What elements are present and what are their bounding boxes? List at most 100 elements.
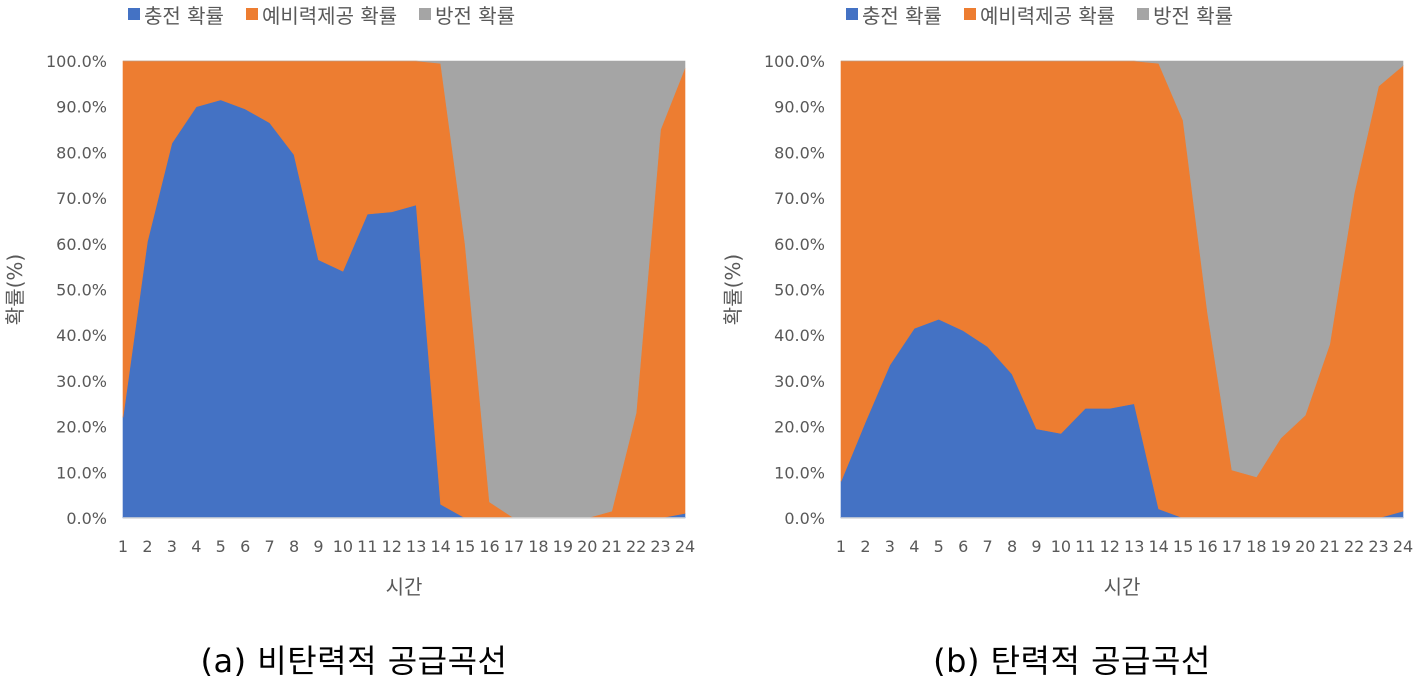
y-tick-label: 80.0% bbox=[774, 143, 825, 162]
caption-a: (a) 비탄력적 공급곡선 bbox=[200, 642, 508, 680]
y-tick-label: 40.0% bbox=[774, 326, 825, 345]
x-tick-label: 18 bbox=[1246, 537, 1266, 556]
y-tick-label: 60.0% bbox=[56, 235, 107, 254]
legend-swatch-charge bbox=[846, 8, 858, 20]
x-tick-label: 17 bbox=[1222, 537, 1242, 556]
legend-swatch-charge bbox=[128, 8, 140, 20]
chart-svg: 0.0% 10.0% 20.0% 30.0% 40.0% 50.0% 60.0% 70.0% 8… bbox=[3, 52, 695, 599]
x-tick-label: 12 bbox=[1100, 537, 1120, 556]
chart-panel-b: 충전 확률 예비력제공 확률 방전 확률 0.0% 10.0% 20.0% 30.0%… bbox=[718, 0, 1417, 674]
x-tick-label: 21 bbox=[1320, 537, 1340, 556]
x-tick-label: 12 bbox=[382, 537, 402, 556]
x-tick-label: 15 bbox=[455, 537, 475, 556]
x-axis-title: 시간 bbox=[1104, 575, 1141, 599]
x-tick-label: 13 bbox=[1124, 537, 1144, 556]
y-tick-label: 10.0% bbox=[56, 463, 107, 482]
y-tick-label: 70.0% bbox=[774, 189, 825, 208]
legend-item-discharge: 방전 확률 bbox=[419, 0, 515, 29]
x-tick-label: 4 bbox=[909, 537, 919, 556]
x-tick-label: 22 bbox=[1344, 537, 1364, 556]
x-tick-label: 4 bbox=[191, 537, 201, 556]
x-tick-label: 3 bbox=[885, 537, 895, 556]
legend-swatch-discharge bbox=[419, 8, 432, 20]
area-discharge bbox=[841, 60, 1404, 478]
y-tick-label: 0.0% bbox=[66, 509, 107, 528]
x-tick-label: 9 bbox=[313, 537, 323, 556]
legend-label-charge: 충전 확률 bbox=[862, 3, 942, 28]
legend-item-charge: 충전 확률 bbox=[128, 0, 224, 29]
legend-label-discharge: 방전 확률 bbox=[435, 3, 516, 28]
x-tick-label: 2 bbox=[860, 537, 870, 556]
x-tick-label: 8 bbox=[289, 537, 299, 556]
y-tick-label: 100.0% bbox=[764, 52, 825, 71]
chart-panel-a: 충전 확률 예비력제공 확률 방전 확률 0.0% 10.0% 20.0% 30.0%… bbox=[0, 0, 708, 674]
x-tick-label: 20 bbox=[577, 537, 597, 556]
x-tick-label: 6 bbox=[958, 537, 968, 556]
y-tick-label: 50.0% bbox=[56, 281, 107, 300]
x-tick-label: 18 bbox=[528, 537, 548, 556]
y-tick-label: 30.0% bbox=[56, 372, 107, 391]
x-tick-label: 24 bbox=[1393, 537, 1413, 556]
legend-label-reserve: 예비력제공 확률 bbox=[261, 3, 398, 28]
x-tick-label: 2 bbox=[142, 537, 152, 556]
legend-label-reserve: 예비력제공 확률 bbox=[979, 3, 1116, 28]
x-tick-label: 20 bbox=[1295, 537, 1315, 556]
chart-svg: 0.0% 10.0% 20.0% 30.0% 40.0% 50.0% 60.0% 70.0% 8… bbox=[721, 52, 1413, 599]
y-tick-label: 60.0% bbox=[774, 235, 825, 254]
x-tick-label: 8 bbox=[1007, 537, 1017, 556]
x-tick-label: 16 bbox=[479, 537, 499, 556]
legend-item-charge: 충전 확률 bbox=[846, 0, 942, 29]
x-tick-label: 16 bbox=[1197, 537, 1217, 556]
legend-item-reserve: 예비력제공 확률 bbox=[963, 0, 1116, 29]
x-tick-label: 14 bbox=[430, 537, 450, 556]
x-tick-label: 10 bbox=[333, 537, 353, 556]
x-tick-label: 10 bbox=[1051, 537, 1071, 556]
legend: 충전 확률 예비력제공 확률 방전 확률 bbox=[846, 0, 1255, 28]
y-tick-label: 50.0% bbox=[774, 281, 825, 300]
y-tick-label: 20.0% bbox=[56, 418, 107, 437]
x-tick-label: 7 bbox=[983, 537, 993, 556]
x-axis-title: 시간 bbox=[386, 575, 423, 599]
x-tick-label: 3 bbox=[167, 537, 177, 556]
x-tick-label: 9 bbox=[1031, 537, 1041, 556]
x-tick-label: 21 bbox=[602, 537, 622, 556]
x-tick-label: 6 bbox=[240, 537, 250, 556]
area-discharge bbox=[123, 60, 686, 519]
x-tick-label: 5 bbox=[934, 537, 944, 556]
x-tick-label: 15 bbox=[1173, 537, 1193, 556]
x-tick-label: 1 bbox=[118, 537, 128, 556]
y-axis-title: 확률(%) bbox=[721, 254, 745, 325]
x-tick-label: 24 bbox=[675, 537, 695, 556]
caption-b: (b) 탄력적 공급곡선 bbox=[933, 642, 1211, 680]
y-tick-label: 80.0% bbox=[56, 143, 107, 162]
y-tick-label: 100.0% bbox=[46, 52, 107, 71]
x-tick-label: 19 bbox=[553, 537, 573, 556]
legend-item-discharge: 방전 확률 bbox=[1137, 0, 1233, 29]
x-tick-label: 7 bbox=[265, 537, 275, 556]
legend-label-charge: 충전 확률 bbox=[144, 3, 224, 28]
legend-item-reserve: 예비력제공 확률 bbox=[245, 0, 398, 29]
x-tick-label: 11 bbox=[357, 537, 377, 556]
x-tick-label: 17 bbox=[504, 537, 524, 556]
y-tick-label: 10.0% bbox=[774, 463, 825, 482]
x-tick-label: 23 bbox=[650, 537, 670, 556]
y-tick-label: 90.0% bbox=[56, 98, 107, 117]
y-tick-label: 20.0% bbox=[774, 418, 825, 437]
y-tick-label: 70.0% bbox=[56, 189, 107, 208]
legend-swatch-reserve bbox=[963, 8, 976, 20]
legend: 충전 확률 예비력제공 확률 방전 확률 bbox=[128, 0, 537, 28]
y-axis-title: 확률(%) bbox=[3, 254, 27, 325]
y-tick-label: 90.0% bbox=[774, 98, 825, 117]
x-tick-label: 22 bbox=[626, 537, 646, 556]
y-tick-label: 0.0% bbox=[784, 509, 825, 528]
legend-label-discharge: 방전 확률 bbox=[1153, 3, 1234, 28]
x-tick-label: 14 bbox=[1148, 537, 1168, 556]
y-tick-label: 40.0% bbox=[56, 326, 107, 345]
x-tick-label: 13 bbox=[406, 537, 426, 556]
x-tick-label: 11 bbox=[1075, 537, 1095, 556]
y-tick-label: 30.0% bbox=[774, 372, 825, 391]
legend-swatch-reserve bbox=[245, 8, 258, 20]
x-tick-label: 23 bbox=[1368, 537, 1388, 556]
legend-swatch-discharge bbox=[1137, 8, 1150, 20]
x-tick-label: 19 bbox=[1271, 537, 1291, 556]
